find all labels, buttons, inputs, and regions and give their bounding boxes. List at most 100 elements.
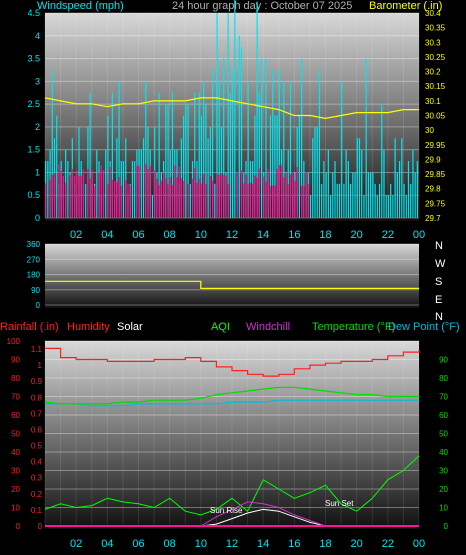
gust-bar	[220, 173, 223, 218]
wind-bar	[332, 172, 334, 218]
wind-bar	[198, 92, 200, 218]
wind-bar	[260, 58, 263, 218]
wind-tick-label: 1	[35, 167, 40, 177]
wind-bar	[194, 92, 196, 218]
barometer-right-ticks: 29.7 29.75 29.8 29.85 29.9 29.95 30 30.05 30.1 30…	[425, 9, 446, 223]
rainfall-ticks: 0 0.1 0.2 0.3 0.4 0.5 0.6 0.7 0.8 0.9 1 1.1	[31, 345, 43, 531]
temperature-tick-label: 20	[439, 485, 448, 494]
windspeed-axis-title: Windspeed (mph)	[37, 0, 124, 12]
wind-bar	[158, 92, 160, 218]
wind-bar	[316, 126, 318, 218]
wind-left-ticks: 0 0.5 1 1.5 2 2.5 3 3.5 4 4.5	[27, 8, 40, 223]
gust-bar	[272, 185, 274, 218]
barometer-line	[44, 97, 419, 120]
temperature-tick-label: 30	[439, 467, 448, 476]
wind-bar	[203, 81, 205, 218]
wind-bar	[358, 138, 361, 218]
gust-bar	[307, 184, 309, 218]
wind-bar	[312, 138, 314, 218]
rainfall-tick-label: 0.4	[31, 458, 43, 467]
wind-bar	[167, 104, 169, 218]
gust-bar	[165, 178, 167, 218]
gust-bar	[256, 177, 258, 218]
wind-tick-label: 2.5	[27, 99, 40, 109]
wind-bar	[298, 115, 301, 218]
temperature-tick-label: 40	[439, 448, 448, 457]
gust-bar	[243, 183, 245, 218]
gust-bar	[118, 176, 120, 218]
gust-bar	[183, 180, 185, 218]
barometer-tick-label: 30.35	[425, 24, 446, 33]
temperature-line	[44, 386, 419, 405]
rainfall-tick-label: 0.2	[31, 490, 43, 499]
barometer-tick-label: 30.3	[425, 38, 441, 47]
wind-bar	[258, 92, 260, 218]
compass-label: N	[435, 240, 443, 252]
wind-bar	[140, 149, 142, 218]
wind-x-tick-label: 02	[70, 229, 82, 241]
wind-bar	[390, 183, 392, 218]
wind-bar	[341, 81, 343, 218]
wind-bar	[412, 149, 414, 218]
wind-bar	[51, 69, 53, 218]
wind-bar	[378, 183, 381, 218]
gust-bar	[78, 176, 80, 218]
gust-bar	[200, 183, 203, 218]
wind-bars	[45, 0, 418, 219]
wind-bar	[372, 172, 374, 218]
barometer-tick-label: 30.1	[425, 97, 441, 106]
gust-bar	[82, 169, 85, 218]
climate-x-ticks: 02 04 06 08 10 12 14 16 18 20 22 00	[70, 538, 425, 550]
wind-x-tick-label: 08	[164, 229, 176, 241]
gust-bar	[62, 175, 65, 218]
wind-bar	[247, 81, 249, 218]
gust-bar	[191, 178, 194, 218]
wind-bar	[278, 69, 280, 218]
gust-bar	[107, 184, 109, 218]
gust-bar	[249, 182, 252, 218]
aqi-line	[44, 455, 420, 516]
gust-bar	[292, 171, 294, 218]
gust-bar	[93, 185, 96, 218]
wind-bar	[343, 183, 345, 218]
wind-x-tick-label: 14	[257, 229, 269, 241]
wind-bar	[398, 161, 401, 218]
wind-x-tick-label: 18	[319, 229, 331, 241]
wind-bar	[85, 183, 87, 218]
compass-label: S	[435, 276, 442, 288]
gust-bar	[209, 176, 211, 218]
humidity-tick-label: 90	[11, 356, 20, 365]
climate-x-tick-label: 06	[132, 538, 144, 550]
climate-x-tick-label: 20	[351, 538, 363, 550]
wind-bar	[229, 92, 231, 218]
wind-bar	[365, 58, 367, 218]
wind-tick-label: 3.5	[27, 54, 40, 64]
barometer-tick-label: 29.85	[425, 170, 446, 179]
gust-bar	[227, 184, 229, 218]
humidity-tick-label: 30	[11, 467, 20, 476]
wind-bar	[414, 172, 416, 218]
gust-bar	[287, 184, 289, 218]
wind-bar	[218, 81, 220, 218]
sunrise-label: Sun Rise	[210, 506, 243, 515]
gust-bar	[49, 179, 51, 218]
humidity-tick-label: 100	[7, 337, 21, 346]
gust-bar	[247, 184, 249, 218]
windchill-legend: Windchill	[246, 321, 290, 333]
wind-bar	[403, 183, 405, 218]
gust-bar	[263, 176, 265, 218]
gust-bar	[53, 173, 56, 218]
climate-x-tick-label: 00	[413, 538, 425, 550]
humidity-line	[45, 347, 420, 377]
gust-bar	[171, 184, 174, 218]
wind-bar	[416, 161, 418, 218]
sunset-label: Sun Set	[325, 499, 354, 508]
direction-tick-label: 90	[31, 286, 40, 295]
gust-bar	[289, 174, 292, 218]
gust-bar	[269, 186, 272, 218]
wind-bar	[370, 172, 372, 218]
wind-bar	[387, 195, 390, 218]
rainfall-tick-label: 1	[38, 361, 43, 370]
temperature-tick-label: 0	[444, 522, 449, 531]
wind-bar	[183, 115, 185, 218]
